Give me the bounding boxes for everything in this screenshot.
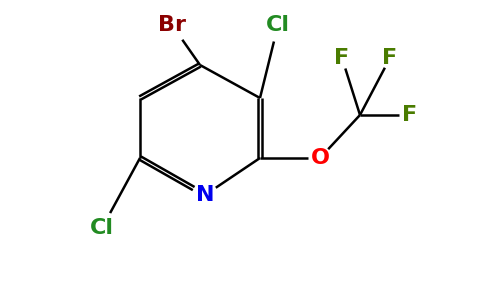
Text: N: N: [196, 185, 214, 205]
Text: Cl: Cl: [266, 15, 290, 35]
Text: F: F: [402, 105, 418, 125]
Text: Br: Br: [158, 15, 186, 35]
Text: F: F: [334, 48, 349, 68]
Text: Cl: Cl: [90, 218, 114, 238]
Text: F: F: [382, 48, 397, 68]
Text: O: O: [311, 148, 330, 168]
